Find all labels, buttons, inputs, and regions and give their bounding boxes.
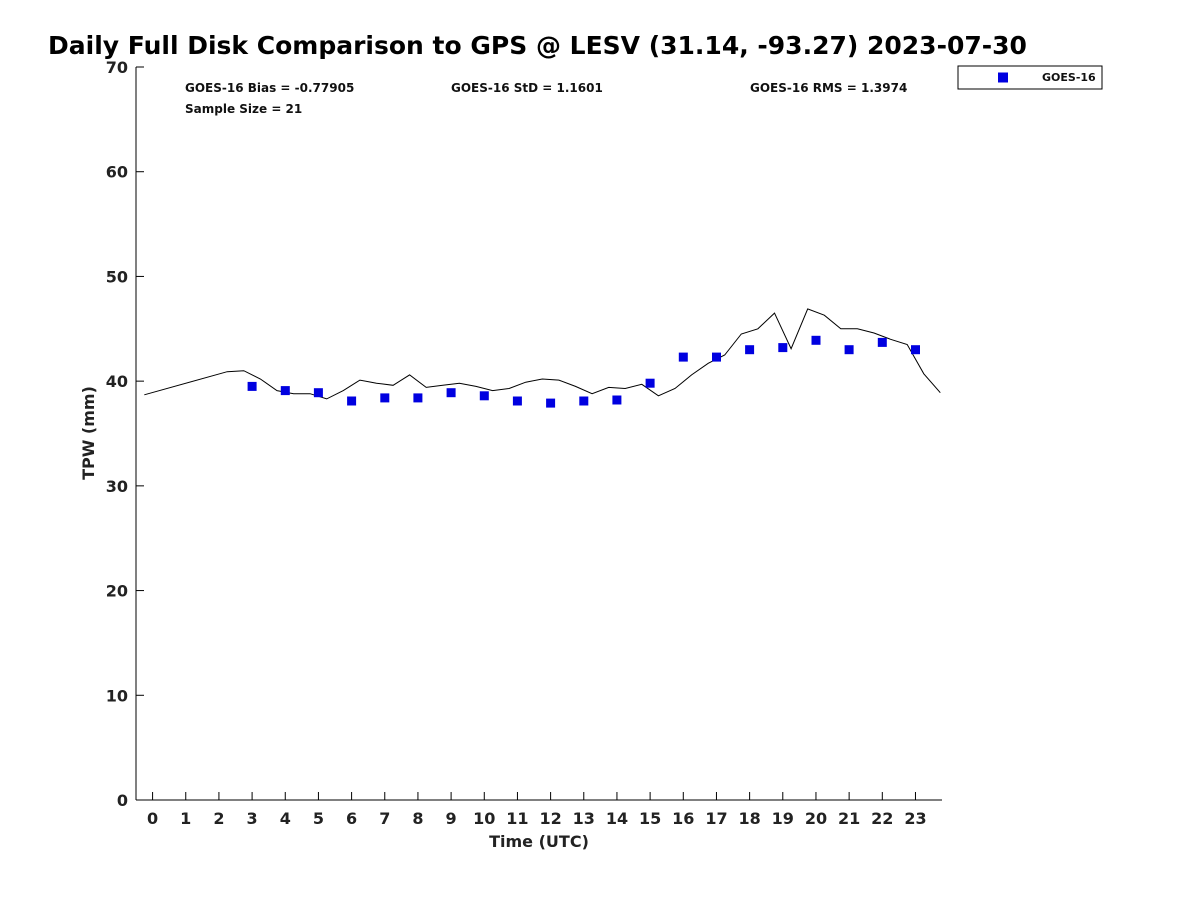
data-point-goes16 xyxy=(877,337,887,347)
data-point-goes16 xyxy=(479,391,489,401)
x-tick-label: 23 xyxy=(904,809,926,828)
x-tick-label: 15 xyxy=(639,809,661,828)
data-point-goes16 xyxy=(313,388,323,398)
x-tick-label: 13 xyxy=(573,809,595,828)
x-ticks: 0 1 2 3 4 5 6 7 8 9 10 11 12 13 14 15 16 17 18 19 20 21 22 23 xyxy=(147,792,927,828)
x-tick-label: 18 xyxy=(738,809,760,828)
x-tick-label: 20 xyxy=(805,809,827,828)
bias-stat: GOES-16 Bias = -0.77905 xyxy=(185,81,354,95)
data-point-goes16 xyxy=(512,396,522,406)
x-tick-label: 4 xyxy=(280,809,291,828)
data-point-goes16 xyxy=(413,393,423,403)
x-tick-label: 22 xyxy=(871,809,893,828)
data-point-goes16 xyxy=(579,396,589,406)
x-axis-label: Time (UTC) xyxy=(489,832,589,851)
series-line-gps xyxy=(144,308,941,400)
y-tick-label: 30 xyxy=(106,477,128,496)
y-axis-label: TPW (mm) xyxy=(79,386,98,480)
x-tick-label: 11 xyxy=(506,809,528,828)
x-tick-label: 9 xyxy=(446,809,457,828)
rms-stat: GOES-16 RMS = 1.3974 xyxy=(750,81,907,95)
legend-box xyxy=(957,65,1103,90)
x-tick-label: 2 xyxy=(213,809,224,828)
legend-marker-goes16 xyxy=(998,72,1008,83)
x-tick-label: 17 xyxy=(705,809,727,828)
data-point-goes16 xyxy=(678,352,688,362)
data-point-goes16 xyxy=(380,393,390,403)
x-tick-label: 14 xyxy=(606,809,628,828)
y-tick-label: 10 xyxy=(106,686,128,705)
y-tick-label: 40 xyxy=(106,372,128,391)
data-point-goes16 xyxy=(745,345,755,355)
x-tick-label: 1 xyxy=(180,809,191,828)
x-tick-label: 0 xyxy=(147,809,158,828)
data-point-goes16 xyxy=(712,352,721,362)
data-point-goes16 xyxy=(612,395,622,405)
plot-axes xyxy=(135,67,942,801)
chart-title: Daily Full Disk Comparison to GPS @ LESV… xyxy=(48,31,1027,60)
x-tick-label: 10 xyxy=(473,809,495,828)
data-point-goes16 xyxy=(645,378,655,388)
y-tick-label: 20 xyxy=(106,582,128,601)
data-point-goes16 xyxy=(247,381,257,391)
y-tick-label: 60 xyxy=(106,163,128,182)
y-tick-label: 70 xyxy=(106,58,128,77)
legend-label-goes16: GOES-16 xyxy=(1042,71,1096,84)
y-tick-label: 50 xyxy=(106,267,128,286)
x-tick-label: 8 xyxy=(412,809,423,828)
x-tick-label: 19 xyxy=(772,809,794,828)
x-tick-label: 21 xyxy=(838,809,860,828)
std-stat: GOES-16 StD = 1.1601 xyxy=(451,81,603,95)
y-tick-label: 0 xyxy=(117,791,128,810)
data-point-goes16 xyxy=(546,398,556,408)
x-tick-label: 7 xyxy=(379,809,390,828)
y-ticks: 0 10 20 30 40 50 60 70 xyxy=(106,58,144,810)
data-point-goes16 xyxy=(446,388,456,398)
data-point-goes16 xyxy=(347,396,357,406)
data-point-goes16 xyxy=(778,343,788,353)
x-tick-label: 6 xyxy=(346,809,357,828)
data-point-goes16 xyxy=(811,335,821,345)
x-tick-label: 12 xyxy=(539,809,561,828)
x-tick-label: 16 xyxy=(672,809,694,828)
sample-size-stat: Sample Size = 21 xyxy=(185,102,302,116)
data-point-goes16 xyxy=(280,386,290,396)
data-point-goes16 xyxy=(911,345,920,355)
series-layer xyxy=(144,308,941,408)
legend: GOES-16 xyxy=(957,65,1103,90)
x-tick-label: 3 xyxy=(247,809,258,828)
data-point-goes16 xyxy=(844,345,854,355)
x-tick-label: 5 xyxy=(313,809,324,828)
